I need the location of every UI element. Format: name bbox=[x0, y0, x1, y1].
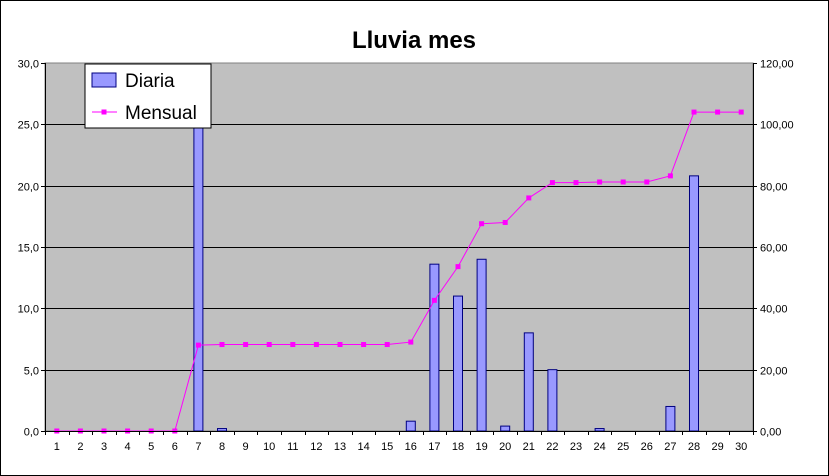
axes: 0,0 5,0 10,0 15,0 20,0 25,0 30,0 0,00 20,00 40,00… bbox=[18, 59, 794, 454]
marker-mensual bbox=[644, 179, 650, 185]
marker-mensual bbox=[243, 342, 249, 348]
marker-mensual bbox=[266, 342, 272, 348]
y-left-tick-label: 30,0 bbox=[18, 59, 39, 71]
y-left-tick-label: 15,0 bbox=[18, 243, 39, 255]
x-tick-label: 1 bbox=[54, 441, 60, 453]
y-right-tick-label: 100,00 bbox=[760, 120, 794, 132]
marker-mensual bbox=[219, 342, 225, 348]
marker-mensual bbox=[361, 342, 367, 348]
x-tick-label: 24 bbox=[593, 441, 605, 453]
y-right-tick-label: 120,00 bbox=[760, 59, 794, 71]
x-tick-label: 6 bbox=[172, 441, 178, 453]
marker-mensual bbox=[313, 342, 319, 348]
x-tick-label: 27 bbox=[664, 441, 676, 453]
bar-diaria bbox=[689, 175, 699, 432]
marker-mensual bbox=[715, 109, 721, 115]
y-right-tick-label: 0,00 bbox=[760, 427, 781, 439]
x-tick-label: 29 bbox=[711, 441, 723, 453]
x-tick-label: 20 bbox=[499, 441, 511, 453]
x-tick-label: 19 bbox=[475, 441, 487, 453]
y-left-tick-label: 20,0 bbox=[18, 182, 39, 194]
x-tick-label: 11 bbox=[287, 441, 298, 453]
marker-mensual bbox=[479, 221, 485, 227]
y-right-tick-label: 80,00 bbox=[760, 182, 788, 194]
x-tick-label: 14 bbox=[357, 441, 369, 453]
bar-diaria bbox=[193, 87, 204, 432]
marker-mensual bbox=[408, 339, 414, 345]
legend-label-mensual: Mensual bbox=[125, 103, 197, 124]
x-tick-label: 8 bbox=[219, 441, 225, 453]
bar-diaria bbox=[405, 420, 416, 432]
marker-mensual bbox=[502, 219, 508, 225]
marker-mensual bbox=[549, 180, 555, 186]
bar-diaria bbox=[665, 405, 676, 432]
marker-mensual bbox=[573, 180, 579, 186]
x-tick-label: 2 bbox=[77, 441, 83, 453]
marker-mensual bbox=[431, 297, 437, 303]
bar-diaria bbox=[429, 263, 440, 432]
x-tick-label: 18 bbox=[452, 441, 464, 453]
marker-mensual bbox=[290, 342, 296, 348]
legend: Diaria Mensual bbox=[84, 63, 212, 129]
bar-diaria bbox=[594, 428, 605, 432]
x-tick-label: 17 bbox=[428, 441, 440, 453]
marker-mensual bbox=[526, 195, 532, 201]
marker-mensual bbox=[337, 342, 343, 348]
y-left-tick-label: 0,0 bbox=[24, 427, 39, 439]
x-tick-label: 22 bbox=[546, 441, 558, 453]
legend-swatch-diaria bbox=[91, 72, 117, 88]
x-tick-label: 7 bbox=[195, 441, 201, 453]
bar-diaria bbox=[453, 295, 463, 432]
marker-mensual bbox=[620, 179, 626, 185]
bar-diaria bbox=[523, 332, 534, 432]
marker-mensual bbox=[738, 109, 744, 115]
x-tick-label: 10 bbox=[263, 441, 275, 453]
x-tick-label: 9 bbox=[243, 441, 249, 453]
x-tick-label: 16 bbox=[405, 441, 417, 453]
x-tick-label: 15 bbox=[381, 441, 393, 453]
x-tick-label: 30 bbox=[735, 441, 747, 453]
x-tick-label: 13 bbox=[334, 441, 346, 453]
marker-mensual bbox=[195, 342, 201, 348]
marker-mensual bbox=[667, 173, 673, 179]
bar-diaria bbox=[217, 428, 227, 432]
x-tick-label: 3 bbox=[101, 441, 107, 453]
bar-diaria bbox=[547, 369, 558, 432]
marker-mensual bbox=[384, 342, 390, 348]
legend-swatch-mensual-marker bbox=[101, 109, 107, 115]
x-tick-label: 23 bbox=[570, 441, 582, 453]
x-tick-label: 5 bbox=[148, 441, 154, 453]
y-left-tick-label: 10,0 bbox=[18, 304, 39, 316]
x-tick-label: 4 bbox=[125, 441, 131, 453]
y-right-tick-label: 40,00 bbox=[760, 304, 788, 316]
bar-diaria bbox=[500, 425, 511, 432]
x-tick-label: 21 bbox=[523, 441, 535, 453]
x-tick-label: 25 bbox=[617, 441, 629, 453]
bar-diaria bbox=[476, 258, 487, 432]
y-left-tick-label: 25,0 bbox=[18, 120, 39, 132]
chart-title: Lluvia mes bbox=[352, 27, 476, 54]
marker-mensual bbox=[455, 264, 461, 270]
y-right-tick-label: 20,00 bbox=[760, 366, 788, 378]
marker-mensual bbox=[691, 109, 697, 115]
x-tick-label: 26 bbox=[641, 441, 653, 453]
legend-label-diaria: Diaria bbox=[125, 71, 175, 92]
x-tick-label: 12 bbox=[310, 441, 322, 453]
y-right-tick-label: 60,00 bbox=[760, 243, 788, 255]
y-left-tick-label: 5,0 bbox=[24, 366, 39, 378]
x-tick-label: 28 bbox=[688, 441, 700, 453]
marker-mensual bbox=[597, 179, 603, 185]
